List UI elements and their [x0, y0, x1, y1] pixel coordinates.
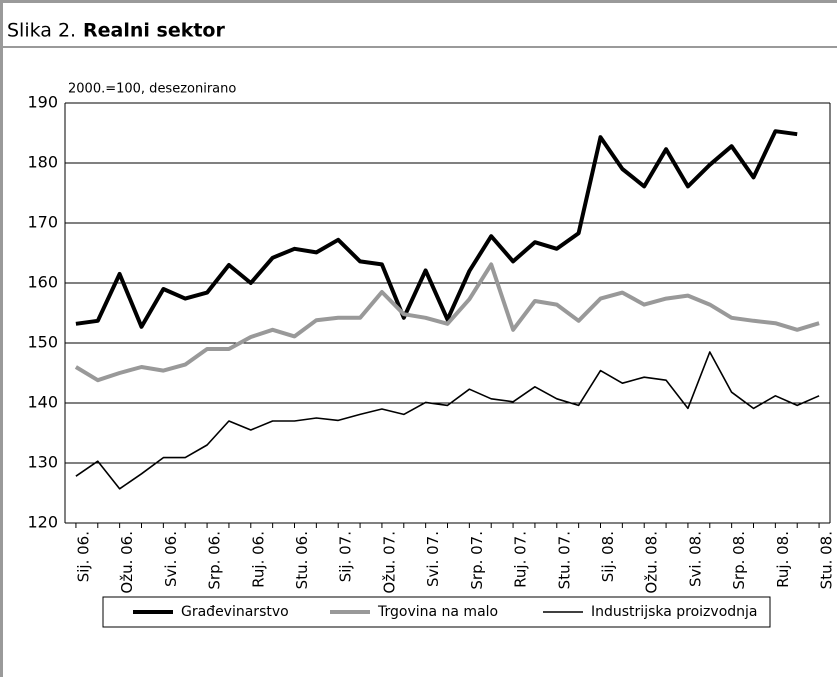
- x-tick-label: Ožu. 07.: [380, 531, 398, 594]
- y-tick-label: 160: [27, 273, 58, 292]
- x-tick-label: Svi. 07.: [424, 531, 442, 587]
- x-tick-label: Ruj. 06.: [249, 531, 267, 588]
- y-tick-label: 180: [27, 153, 58, 172]
- x-tick-label: Sij. 08.: [599, 531, 617, 582]
- x-tick-label: Svi. 08.: [686, 531, 704, 587]
- x-tick-label: Srp. 08.: [730, 531, 748, 590]
- y-tick-label: 170: [27, 213, 58, 232]
- legend-label: Trgovina na malo: [377, 604, 498, 620]
- legend-label: Industrijska proizvodnja: [591, 604, 757, 620]
- chart-title: Realni sektor: [83, 20, 225, 42]
- series-line: [76, 264, 819, 380]
- x-tick-label: Ruj. 08.: [774, 531, 792, 588]
- subtitle: 2000.=100, desezonirano: [68, 82, 236, 97]
- series-line: [76, 352, 819, 489]
- x-tick-label: Srp. 06.: [206, 531, 224, 590]
- x-tick-label: Stu. 08.: [818, 531, 836, 589]
- y-tick-label: 140: [27, 393, 58, 412]
- x-tick-label: Sij. 06.: [74, 531, 92, 582]
- y-tick-label: 150: [27, 333, 58, 352]
- x-tick-label: Sij. 07.: [337, 531, 355, 582]
- figure-label: Slika 2.: [7, 20, 76, 42]
- y-tick-label: 130: [27, 453, 58, 472]
- x-tick-label: Srp. 07.: [468, 531, 486, 590]
- x-tick-label: Svi. 06.: [162, 531, 180, 587]
- y-tick-label: 190: [27, 93, 58, 112]
- x-tick-label: Ožu. 06.: [118, 531, 136, 594]
- x-tick-label: Ožu. 08.: [643, 531, 661, 594]
- legend-label: Građevinarstvo: [181, 604, 289, 620]
- x-tick-label: Stu. 07.: [555, 531, 573, 589]
- y-tick-label: 120: [27, 513, 58, 532]
- x-tick-label: Stu. 06.: [293, 531, 311, 589]
- x-tick-label: Ruj. 07.: [512, 531, 530, 588]
